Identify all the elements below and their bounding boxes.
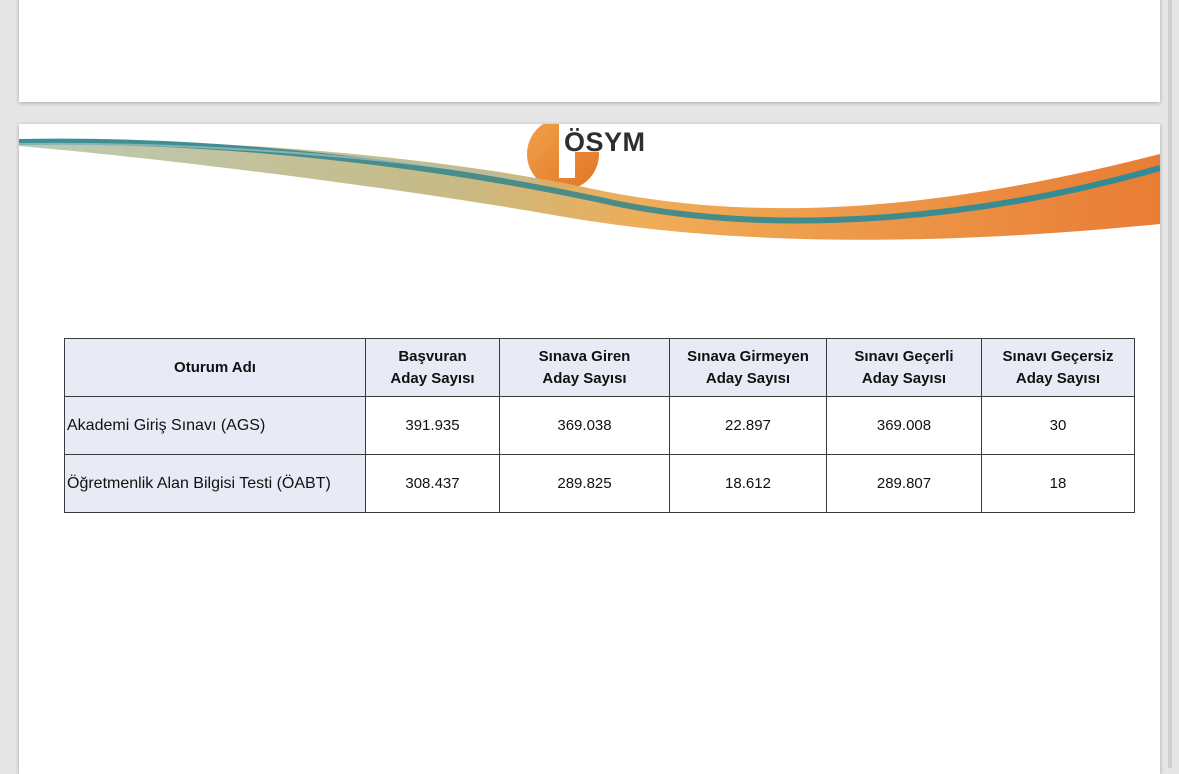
cell-applicants: 391.935 xyxy=(365,396,500,455)
header-label: Aday Sayısı xyxy=(542,369,627,387)
header-attended: Sınava Giren Aday Sayısı xyxy=(499,338,670,397)
cell-attended: 369.038 xyxy=(499,396,670,455)
header-label: Sınava Girmeyen xyxy=(687,347,809,365)
header-label: Başvuran xyxy=(398,347,467,365)
page-edge xyxy=(1168,0,1172,768)
cell-absent: 22.897 xyxy=(669,396,827,455)
header-valid: Sınavı Geçerli Aday Sayısı xyxy=(826,338,982,397)
cell-valid: 369.008 xyxy=(826,396,982,455)
header-applicants: Başvuran Aday Sayısı xyxy=(365,338,500,397)
header-label: Aday Sayısı xyxy=(1015,369,1101,387)
cell-applicants: 308.437 xyxy=(365,454,500,513)
previous-page xyxy=(19,0,1160,102)
header-session-name: Oturum Adı xyxy=(64,338,366,397)
table-row: Akademi Giriş Sınavı (AGS) 391.935 369.0… xyxy=(64,396,1135,455)
osym-logo-icon xyxy=(527,124,691,190)
table-row: Öğretmenlik Alan Bilgisi Testi (ÖABT) 30… xyxy=(64,454,1135,513)
header-label: Aday Sayısı xyxy=(861,369,947,387)
table-header-row: Oturum Adı Başvuran Aday Sayısı Sınava G… xyxy=(64,338,1135,397)
cell-invalid: 18 xyxy=(981,454,1135,513)
header-invalid: Sınavı Geçersiz Aday Sayısı xyxy=(981,338,1135,397)
cell-valid: 289.807 xyxy=(826,454,982,513)
osym-banner xyxy=(19,124,1160,240)
osym-logo-text: ÖSYM xyxy=(564,127,646,157)
row-session-name: Akademi Giriş Sınavı (AGS) xyxy=(64,396,366,455)
cell-invalid: 30 xyxy=(981,396,1135,455)
cell-attended: 289.825 xyxy=(499,454,670,513)
cell-absent: 18.612 xyxy=(669,454,827,513)
header-label: Oturum Adı xyxy=(174,358,256,376)
document-page: ÖSYM Oturum Adı Başvuran Aday Sayısı Sın… xyxy=(19,124,1160,774)
header-label: Sınavı Geçerli xyxy=(854,347,954,365)
header-label: Aday Sayısı xyxy=(390,369,475,387)
header-absent: Sınava Girmeyen Aday Sayısı xyxy=(669,338,827,397)
header-label: Sınavı Geçersiz xyxy=(1002,347,1114,365)
exam-stats-table: Oturum Adı Başvuran Aday Sayısı Sınava G… xyxy=(64,338,1135,513)
header-label: Sınava Giren xyxy=(538,347,631,365)
row-session-name: Öğretmenlik Alan Bilgisi Testi (ÖABT) xyxy=(64,454,366,513)
header-label: Aday Sayısı xyxy=(705,369,791,387)
